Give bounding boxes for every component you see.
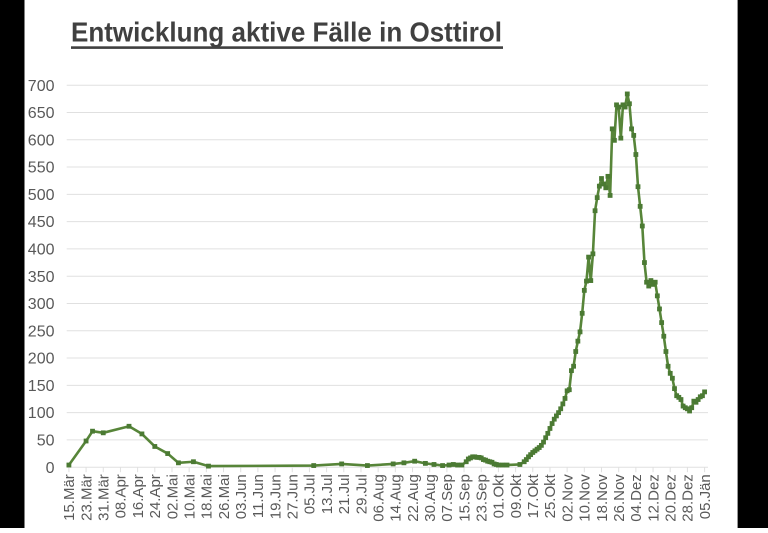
svg-text:24.Apr: 24.Apr bbox=[147, 474, 164, 518]
svg-text:06.Aug: 06.Aug bbox=[370, 474, 387, 522]
svg-text:26.Mai: 26.Mai bbox=[216, 474, 233, 519]
svg-text:26.Nov: 26.Nov bbox=[611, 474, 628, 522]
svg-text:09.Okt: 09.Okt bbox=[508, 473, 525, 518]
svg-text:350: 350 bbox=[28, 269, 55, 286]
svg-text:500: 500 bbox=[28, 187, 55, 204]
svg-text:12.Dez: 12.Dez bbox=[645, 474, 662, 522]
svg-text:08.Apr: 08.Apr bbox=[113, 474, 130, 518]
svg-text:03.Jun: 03.Jun bbox=[233, 474, 250, 519]
svg-text:700: 700 bbox=[28, 78, 55, 95]
svg-text:21.Jul: 21.Jul bbox=[336, 474, 353, 514]
svg-text:02.Nov: 02.Nov bbox=[559, 474, 576, 522]
svg-text:23.Sep: 23.Sep bbox=[474, 474, 491, 522]
svg-text:200: 200 bbox=[28, 351, 55, 368]
svg-text:20.Dez: 20.Dez bbox=[663, 474, 680, 522]
svg-text:17.Okt: 17.Okt bbox=[525, 473, 542, 518]
svg-text:650: 650 bbox=[28, 105, 55, 122]
svg-text:Entwicklung aktive Fälle in Os: Entwicklung aktive Fälle in Osttirol bbox=[71, 17, 502, 48]
svg-text:19.Jun: 19.Jun bbox=[267, 474, 284, 519]
svg-text:11.Jun: 11.Jun bbox=[250, 474, 267, 518]
svg-text:18.Mai: 18.Mai bbox=[199, 474, 216, 519]
svg-text:31.Mär: 31.Mär bbox=[96, 474, 113, 521]
svg-text:01.Okt: 01.Okt bbox=[491, 473, 508, 518]
svg-text:07.Sep: 07.Sep bbox=[439, 474, 456, 522]
svg-text:600: 600 bbox=[28, 132, 55, 149]
svg-text:05.Jän: 05.Jän bbox=[697, 474, 714, 519]
svg-text:150: 150 bbox=[28, 378, 55, 395]
svg-text:23.Mär: 23.Mär bbox=[78, 474, 95, 521]
svg-text:30.Aug: 30.Aug bbox=[422, 474, 439, 522]
svg-text:15.Mär: 15.Mär bbox=[61, 474, 78, 521]
svg-text:29.Jul: 29.Jul bbox=[353, 474, 370, 514]
svg-text:04.Dez: 04.Dez bbox=[628, 474, 645, 522]
svg-text:300: 300 bbox=[28, 296, 55, 313]
svg-text:13.Jul: 13.Jul bbox=[319, 474, 336, 514]
svg-text:400: 400 bbox=[28, 242, 55, 259]
svg-text:28.Dez: 28.Dez bbox=[680, 474, 697, 522]
svg-text:14.Aug: 14.Aug bbox=[388, 474, 405, 522]
svg-text:10.Nov: 10.Nov bbox=[577, 474, 594, 522]
svg-text:16.Apr: 16.Apr bbox=[130, 474, 147, 518]
svg-text:250: 250 bbox=[28, 323, 55, 340]
svg-text:100: 100 bbox=[28, 405, 55, 422]
svg-text:25.Okt: 25.Okt bbox=[542, 473, 559, 518]
svg-text:15.Sep: 15.Sep bbox=[456, 474, 473, 522]
svg-text:50: 50 bbox=[37, 433, 55, 450]
svg-text:0: 0 bbox=[46, 460, 55, 477]
svg-text:450: 450 bbox=[28, 214, 55, 231]
svg-text:10.Mai: 10.Mai bbox=[181, 474, 198, 519]
svg-text:27.Jun: 27.Jun bbox=[285, 474, 302, 519]
svg-text:22.Aug: 22.Aug bbox=[405, 474, 422, 522]
svg-text:18.Nov: 18.Nov bbox=[594, 474, 611, 522]
svg-text:550: 550 bbox=[28, 160, 55, 177]
svg-text:02.Mai: 02.Mai bbox=[164, 474, 181, 519]
svg-text:05.Jul: 05.Jul bbox=[302, 474, 319, 514]
